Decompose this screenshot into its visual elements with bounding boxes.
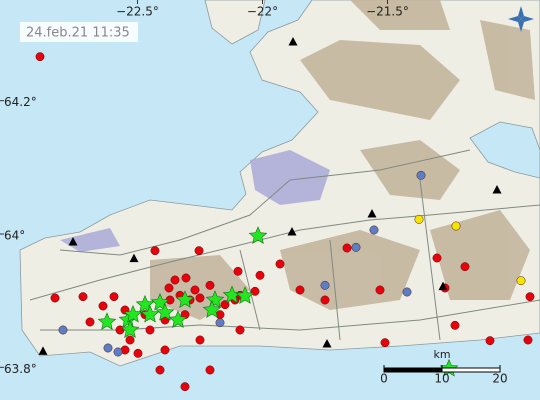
- large-earthquake: [140, 304, 160, 323]
- earthquake: [275, 259, 285, 269]
- large-earthquake: [175, 290, 195, 308]
- scale-bar-segment: [384, 368, 442, 372]
- scale-tick-label: 20: [492, 372, 507, 386]
- earthquake: [164, 283, 174, 293]
- earthquake: [145, 325, 155, 335]
- earthquake: [150, 246, 160, 256]
- station: [438, 281, 448, 291]
- earthquake: [190, 285, 200, 295]
- logo: [508, 6, 534, 32]
- earthquake: [98, 301, 108, 311]
- earthquake: [375, 285, 385, 295]
- lake: [469, 121, 540, 179]
- large-earthquake: [222, 285, 242, 304]
- earthquake: [205, 365, 215, 375]
- earthquake: [109, 292, 119, 302]
- urban: [60, 150, 330, 252]
- earthquake: [215, 310, 225, 320]
- earthquake: [351, 242, 361, 252]
- earthquake: [235, 325, 245, 335]
- land-north: [204, 0, 266, 45]
- earthquake: [58, 325, 68, 335]
- station: [129, 253, 139, 263]
- station: [322, 339, 332, 348]
- earthquake: [113, 347, 123, 357]
- earthquake: [295, 285, 305, 295]
- earthquake: [451, 221, 461, 231]
- earthquake: [485, 336, 495, 346]
- large-earthquake: [202, 300, 222, 318]
- x-tick-label: −21.5°: [366, 5, 409, 19]
- y-tick-label: 64.2°: [4, 95, 37, 109]
- earthquake: [155, 365, 165, 375]
- earthquake: [215, 318, 225, 328]
- y-tick-label: 63.8°: [4, 362, 37, 376]
- earthquake: [170, 275, 180, 285]
- earthquake: [369, 225, 379, 235]
- station: [492, 185, 502, 194]
- earthquake: [460, 262, 470, 272]
- earthquake: [181, 273, 191, 283]
- station: [288, 37, 298, 46]
- earthquake: [320, 280, 330, 290]
- earthquake: [416, 170, 426, 180]
- station: [367, 209, 377, 218]
- earthquake: [35, 52, 45, 62]
- scale-tick-label: 0: [380, 372, 388, 386]
- earthquake: [402, 287, 412, 297]
- earthquake: [125, 335, 135, 345]
- earthquake: [432, 253, 442, 263]
- earthquake: [133, 348, 143, 358]
- earthquake: [78, 292, 88, 302]
- large-earthquake: [120, 320, 140, 338]
- date-box: [20, 22, 138, 42]
- earthquake: [160, 345, 170, 355]
- large-earthquake: [205, 290, 225, 308]
- earthquake: [194, 246, 204, 256]
- large-earthquake: [168, 310, 188, 328]
- station: [38, 346, 48, 355]
- large-earthquake: [155, 302, 175, 321]
- earthquake: [414, 214, 424, 224]
- earthquake: [180, 382, 190, 392]
- earthquake: [195, 293, 205, 303]
- large-earthquake: [248, 226, 268, 244]
- earthquake: [516, 276, 526, 286]
- large-earthquake: [97, 312, 117, 330]
- scale-tick-label: 10: [434, 372, 449, 386]
- station: [68, 237, 78, 246]
- earthquake: [525, 292, 535, 302]
- timestamp: 24.feb.21 11:35: [26, 26, 130, 41]
- earthquake: [233, 266, 243, 276]
- earthquake: [255, 270, 265, 280]
- y-tick-label: 64°: [4, 229, 25, 243]
- earthquake: [320, 295, 330, 305]
- earthquake: [342, 243, 352, 253]
- earthquake: [523, 335, 533, 345]
- earthquake: [103, 343, 113, 353]
- earthquake: [450, 320, 460, 330]
- earthquake: [380, 338, 390, 348]
- earthquake: [50, 293, 60, 303]
- earthquake: [85, 317, 95, 327]
- x-tick-label: −22°: [247, 5, 278, 19]
- large-earthquake: [235, 286, 255, 304]
- x-tick-label: −22.5°: [116, 5, 159, 19]
- station: [287, 227, 297, 236]
- highlands: [150, 0, 535, 320]
- earthquake: [205, 280, 215, 290]
- scale-unit: km: [433, 348, 450, 361]
- earthquake: [195, 335, 205, 345]
